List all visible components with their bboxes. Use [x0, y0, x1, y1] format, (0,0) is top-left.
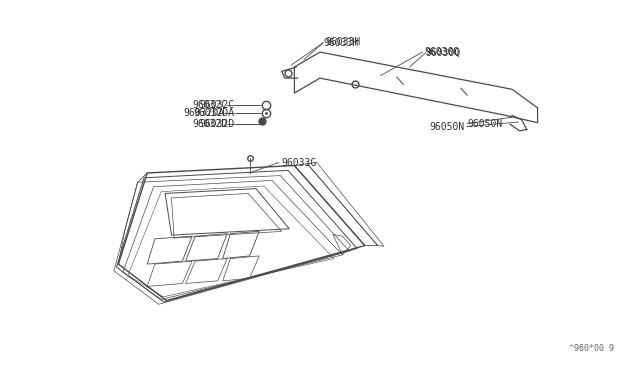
Text: 96032C: 96032C	[199, 100, 234, 110]
Text: 96033H: 96033H	[323, 38, 358, 48]
Text: 96032C: 96032C	[192, 100, 227, 110]
Text: 96033H: 96033H	[325, 37, 360, 47]
Text: 96030Q: 96030Q	[424, 46, 460, 56]
Text: 96032D: 96032D	[192, 119, 227, 128]
Text: 96032D: 96032D	[199, 119, 234, 128]
Text: ^960*00 9: ^960*00 9	[570, 344, 614, 353]
Text: 96050N: 96050N	[429, 122, 465, 132]
Text: 96030Q: 96030Q	[426, 48, 461, 58]
Text: 96033G: 96033G	[282, 158, 317, 167]
Text: 96032DA: 96032DA	[183, 109, 224, 118]
Text: 96050N: 96050N	[467, 119, 502, 128]
Text: 96032DA: 96032DA	[193, 109, 234, 118]
